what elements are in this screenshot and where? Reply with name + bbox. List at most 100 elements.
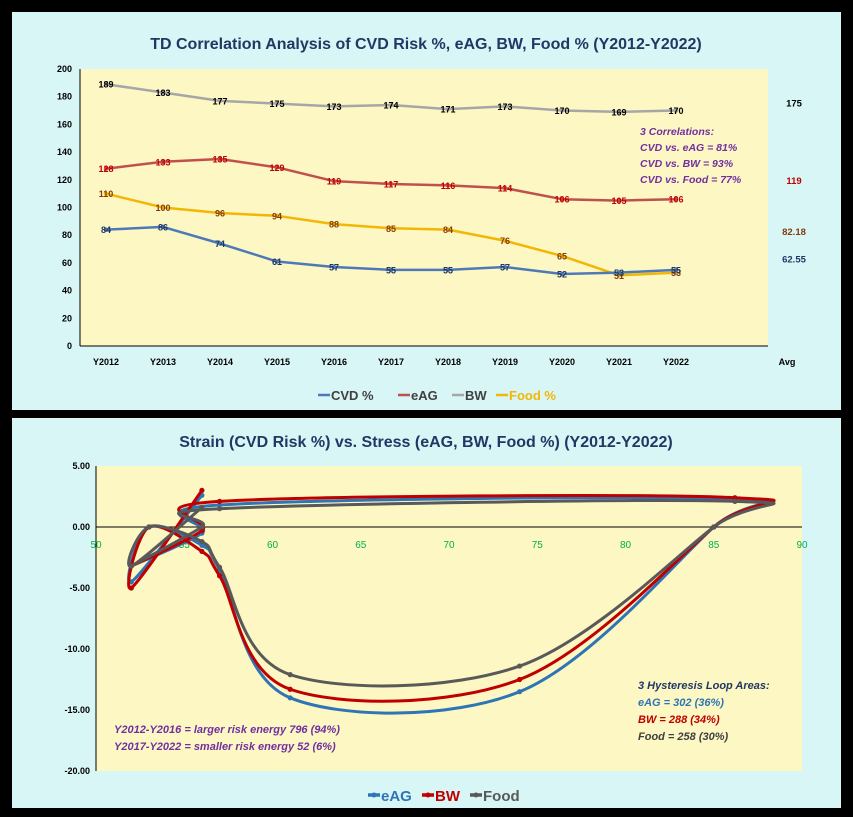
data-label: 74 xyxy=(215,239,225,249)
avg-label: Avg xyxy=(779,357,796,367)
x-tick-label: Y2022 xyxy=(663,357,689,367)
data-point xyxy=(217,156,223,162)
data-label: 135 xyxy=(212,155,227,165)
legend-label: BW xyxy=(465,388,487,403)
x-tick-label: Y2020 xyxy=(549,357,575,367)
data-label: 65 xyxy=(557,251,567,261)
data-label: 51 xyxy=(614,271,624,281)
y-tick-label: 140 xyxy=(57,147,72,157)
data-label: 55 xyxy=(443,265,453,275)
data-point xyxy=(216,498,223,504)
data-label: 61 xyxy=(272,257,282,267)
data-label: 119 xyxy=(327,177,342,187)
data-point xyxy=(732,495,738,501)
data-point xyxy=(502,104,508,109)
data-point xyxy=(559,271,565,277)
data-point xyxy=(445,227,451,232)
data-point xyxy=(559,108,565,113)
data-point xyxy=(331,221,337,227)
data-point xyxy=(274,213,280,219)
y-tick-label: 5.00 xyxy=(72,461,90,471)
y-tick-label: 60 xyxy=(62,258,72,268)
y-tick-label: 20 xyxy=(62,313,72,323)
x-tick-label: 70 xyxy=(443,540,455,551)
avg-value: 82.18 xyxy=(782,227,806,238)
data-point xyxy=(388,102,394,108)
y-tick-label: 0 xyxy=(67,341,72,351)
data-point xyxy=(517,663,523,669)
data-point xyxy=(287,695,293,701)
y-tick-label: 180 xyxy=(57,92,72,102)
y-tick-label: 100 xyxy=(57,203,72,213)
data-label: 84 xyxy=(101,225,111,235)
x-tick-label: 50 xyxy=(90,540,102,551)
data-label: 100 xyxy=(155,203,170,213)
data-point xyxy=(388,226,394,231)
y-tick-label: -10.00 xyxy=(64,644,90,654)
legend-marker xyxy=(425,792,431,798)
data-point xyxy=(274,101,280,106)
data-point xyxy=(160,205,166,210)
x-tick-label: Y2013 xyxy=(150,357,176,367)
data-label: 86 xyxy=(158,222,168,232)
annotation-title: 3 Hysteresis Loop Areas: xyxy=(638,680,770,692)
data-label: 173 xyxy=(497,102,512,112)
y-tick-label: 200 xyxy=(57,64,72,74)
plot-area xyxy=(80,69,768,346)
data-point xyxy=(502,264,508,270)
data-point xyxy=(146,524,152,530)
x-tick-label: Y2018 xyxy=(435,357,461,367)
x-tick-label: Y2017 xyxy=(378,357,404,367)
x-tick-label: Y2015 xyxy=(264,357,290,367)
legend-label: Food xyxy=(483,788,520,805)
hysteresis-chart: Strain (CVD Risk %) vs. Stress (eAG, BW,… xyxy=(64,434,808,805)
x-tick-label: 90 xyxy=(796,540,808,551)
data-label: 129 xyxy=(269,163,284,173)
data-label: 114 xyxy=(498,184,513,194)
data-point xyxy=(216,564,223,570)
x-tick-label: Y2021 xyxy=(606,357,632,367)
data-label: 57 xyxy=(329,263,339,273)
data-point xyxy=(673,196,679,202)
legend-label: eAG xyxy=(381,788,412,805)
chart-title: TD Correlation Analysis of CVD Risk %, e… xyxy=(150,36,702,53)
data-label: 170 xyxy=(554,106,569,116)
data-point xyxy=(199,539,205,545)
data-point xyxy=(199,524,205,530)
data-point xyxy=(199,504,205,511)
data-label: 116 xyxy=(441,181,456,191)
data-point xyxy=(502,238,508,243)
data-label: 76 xyxy=(500,236,510,246)
data-label: 110 xyxy=(99,189,114,199)
data-point xyxy=(711,524,717,530)
annotation-line: BW = 288 (34%) xyxy=(638,714,720,726)
data-label: 53 xyxy=(671,268,681,278)
data-label: 171 xyxy=(440,105,455,115)
legend: CVD % eAG BW Food % xyxy=(318,388,556,403)
annotation-line: Y2012-Y2016 = larger risk energy 796 (94… xyxy=(114,724,340,736)
data-point xyxy=(199,487,205,493)
avg-value: 119 xyxy=(786,176,801,187)
data-label: 117 xyxy=(384,179,399,189)
x-tick-label: Y2019 xyxy=(492,357,518,367)
legend-label: BW xyxy=(435,788,461,805)
data-point xyxy=(616,109,622,115)
y-tick-label: -15.00 xyxy=(64,705,90,715)
y-tick-label: 40 xyxy=(62,286,72,296)
data-label: 189 xyxy=(98,80,113,90)
data-point xyxy=(331,264,337,270)
data-point xyxy=(217,210,223,216)
data-label: 84 xyxy=(443,225,453,235)
legend-label: CVD % xyxy=(331,388,374,403)
data-point xyxy=(160,90,166,95)
data-label: 133 xyxy=(155,157,170,167)
data-point xyxy=(673,267,679,273)
plot-area xyxy=(96,466,802,771)
correlation-annotation: 3 Correlations: CVD vs. eAG = 81% CVD vs… xyxy=(640,126,742,186)
data-point xyxy=(502,185,508,191)
data-label: 55 xyxy=(671,265,681,275)
y-tick-label: -20.00 xyxy=(64,766,90,776)
data-point xyxy=(445,267,451,273)
series-eag: 128 133 135 129 119 117 116 114 106 105 106 xyxy=(98,155,683,207)
